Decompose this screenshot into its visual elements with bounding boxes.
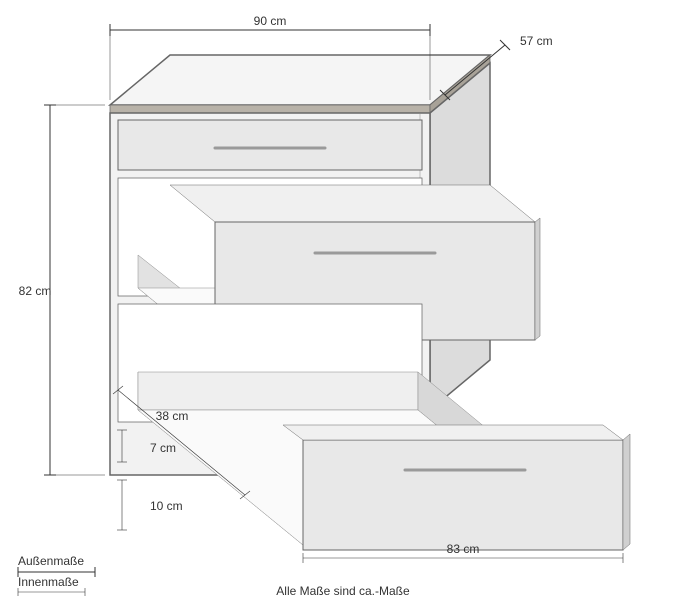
drawer-2-front-top-edge: [170, 185, 535, 222]
drawer-3-front-top-edge: [283, 425, 623, 440]
dim-depth-top-label: 57 cm: [520, 34, 553, 48]
legend: Außenmaße Innenmaße: [18, 554, 95, 596]
dim-drawer-extension-label: 38 cm: [156, 409, 189, 423]
legend-outer-label: Außenmaße: [18, 554, 84, 568]
drawer-3-front-side: [623, 434, 630, 550]
countertop-front-edge: [110, 105, 430, 113]
drawer-1-front: [118, 120, 422, 170]
dim-drawer-front-height-label: 10 cm: [150, 499, 183, 513]
dim-drawer-front-width-label: 83 cm: [447, 542, 480, 556]
legend-inner-label: Innenmaße: [18, 575, 79, 589]
drawer-3-front: [303, 440, 623, 550]
dim-height-left: 82 cm: [19, 105, 105, 475]
drawer-2-front-side: [535, 218, 540, 340]
dim-drawer-front-height: 10 cm: [117, 480, 183, 530]
footer-note: Alle Maße sind ca.-Maße: [276, 584, 410, 598]
dimension-drawing: 90 cm 57 cm 82 cm 38 cm 7 cm 10 cm: [0, 0, 686, 601]
dim-drawer-wall-height-label: 7 cm: [150, 441, 176, 455]
drawer-3-box-back-wall: [138, 372, 418, 410]
countertop-top-face: [110, 55, 490, 105]
dim-width-top-label: 90 cm: [254, 14, 287, 28]
dim-height-left-label: 82 cm: [19, 284, 52, 298]
